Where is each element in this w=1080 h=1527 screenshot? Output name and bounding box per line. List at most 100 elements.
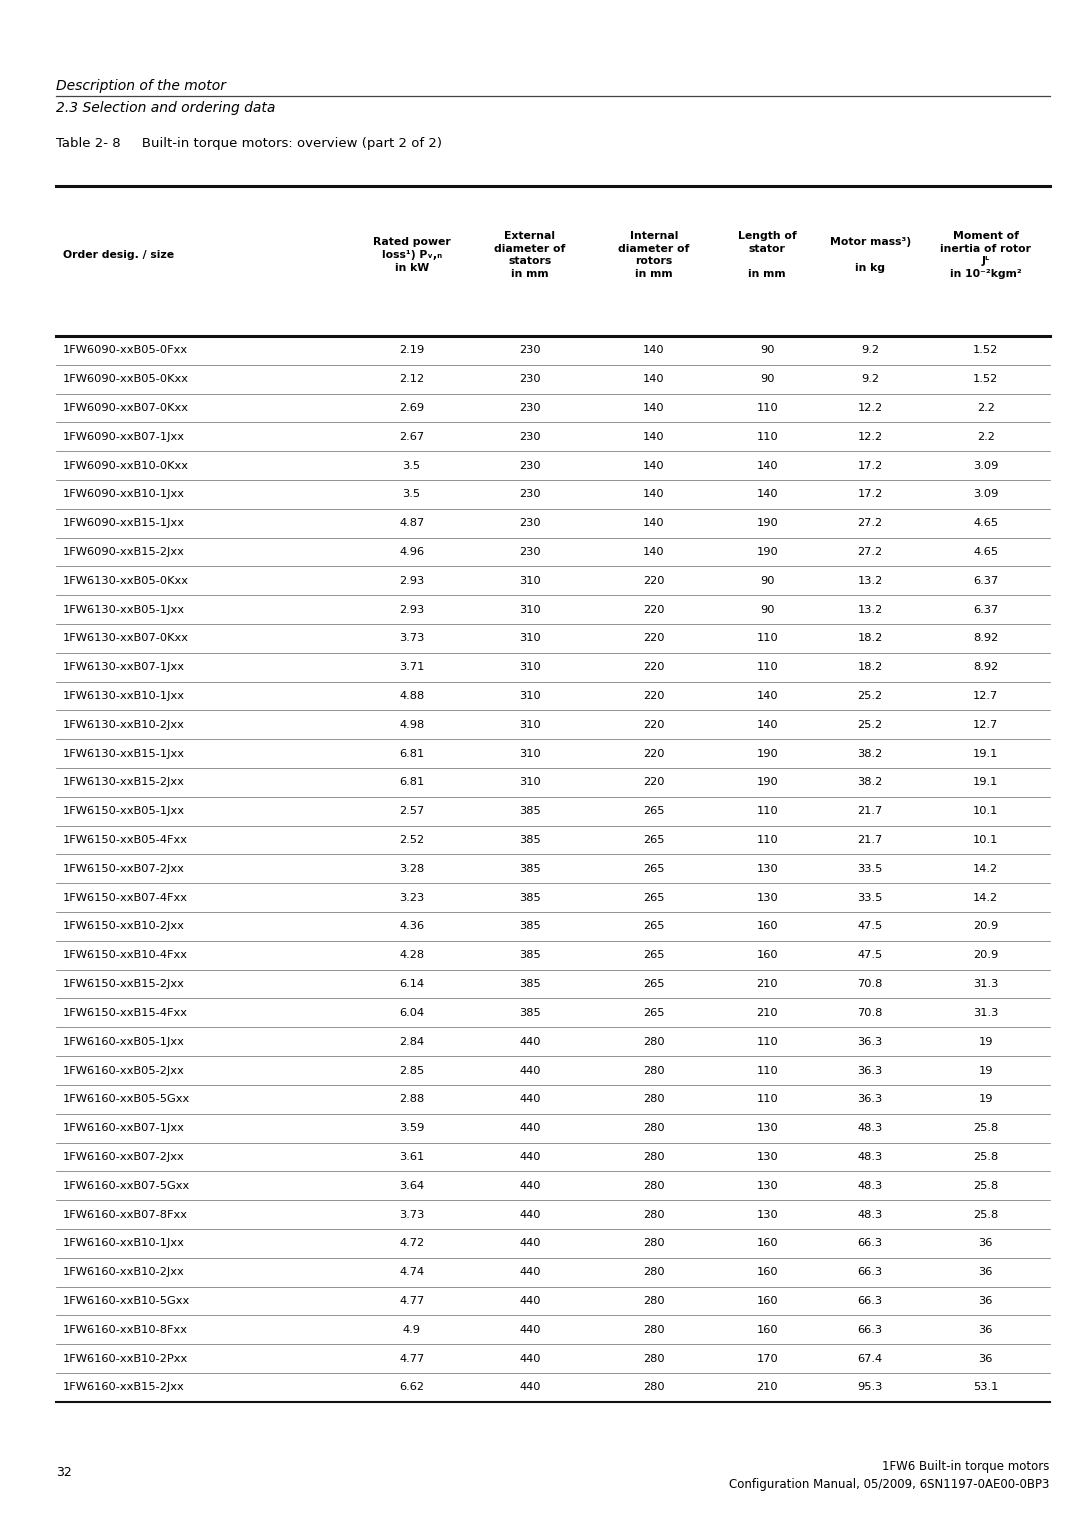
Text: 265: 265 [643, 864, 664, 873]
Text: 265: 265 [643, 835, 664, 844]
Text: 220: 220 [643, 748, 664, 759]
Text: 1FW6150-xxB05-4Fxx: 1FW6150-xxB05-4Fxx [63, 835, 188, 844]
Text: 1FW6090-xxB07-0Kxx: 1FW6090-xxB07-0Kxx [63, 403, 189, 412]
Text: Internal
diameter of
rotors
in mm: Internal diameter of rotors in mm [618, 231, 689, 279]
Text: 4.65: 4.65 [973, 547, 998, 557]
Text: 230: 230 [519, 461, 541, 470]
Text: 440: 440 [519, 1267, 541, 1277]
Text: 1FW6090-xxB10-1Jxx: 1FW6090-xxB10-1Jxx [63, 489, 185, 499]
Text: 385: 385 [519, 864, 541, 873]
Text: 1FW6160-xxB05-1Jxx: 1FW6160-xxB05-1Jxx [63, 1037, 185, 1046]
Text: 9.2: 9.2 [861, 345, 879, 356]
Text: 280: 280 [643, 1353, 664, 1364]
Text: 4.28: 4.28 [400, 950, 424, 960]
Text: 140: 140 [756, 489, 778, 499]
Text: 2.19: 2.19 [400, 345, 424, 356]
Text: 2.67: 2.67 [400, 432, 424, 441]
Text: 48.3: 48.3 [858, 1180, 882, 1191]
Text: 265: 265 [643, 950, 664, 960]
Text: 1FW6160-xxB07-8Fxx: 1FW6160-xxB07-8Fxx [63, 1209, 188, 1220]
Text: 310: 310 [519, 777, 541, 788]
Text: 1FW6160-xxB10-2Pxx: 1FW6160-xxB10-2Pxx [63, 1353, 188, 1364]
Text: 110: 110 [756, 663, 778, 672]
Text: 110: 110 [756, 1037, 778, 1046]
Text: 4.77: 4.77 [400, 1296, 424, 1306]
Text: 130: 130 [756, 864, 778, 873]
Text: 385: 385 [519, 950, 541, 960]
Text: 280: 280 [643, 1151, 664, 1162]
Text: 12.7: 12.7 [973, 719, 998, 730]
Text: 6.14: 6.14 [400, 979, 424, 989]
Text: 1.52: 1.52 [973, 374, 998, 385]
Text: 6.62: 6.62 [400, 1382, 424, 1393]
Text: 4.98: 4.98 [400, 719, 424, 730]
Text: 3.64: 3.64 [400, 1180, 424, 1191]
Text: 110: 110 [756, 432, 778, 441]
Text: 67.4: 67.4 [858, 1353, 882, 1364]
Text: 1FW6160-xxB05-2Jxx: 1FW6160-xxB05-2Jxx [63, 1066, 185, 1075]
Text: 140: 140 [643, 518, 664, 528]
Text: 230: 230 [519, 345, 541, 356]
Text: 1FW6150-xxB10-4Fxx: 1FW6150-xxB10-4Fxx [63, 950, 188, 960]
Text: 1FW6090-xxB05-0Kxx: 1FW6090-xxB05-0Kxx [63, 374, 189, 385]
Text: 4.77: 4.77 [400, 1353, 424, 1364]
Text: 25.2: 25.2 [858, 719, 882, 730]
Text: 160: 160 [756, 1238, 778, 1249]
Text: 90: 90 [760, 576, 774, 586]
Text: 310: 310 [519, 748, 541, 759]
Text: 310: 310 [519, 605, 541, 614]
Text: 1FW6090-xxB05-0Fxx: 1FW6090-xxB05-0Fxx [63, 345, 188, 356]
Text: 440: 440 [519, 1209, 541, 1220]
Text: 160: 160 [756, 1296, 778, 1306]
Text: 280: 280 [643, 1095, 664, 1104]
Text: 130: 130 [756, 1151, 778, 1162]
Text: 3.59: 3.59 [399, 1124, 424, 1133]
Text: 440: 440 [519, 1296, 541, 1306]
Text: 3.73: 3.73 [399, 1209, 424, 1220]
Text: 1FW6130-xxB15-1Jxx: 1FW6130-xxB15-1Jxx [63, 748, 185, 759]
Text: 18.2: 18.2 [858, 634, 882, 643]
Text: 280: 280 [643, 1209, 664, 1220]
Text: 310: 310 [519, 576, 541, 586]
Text: 140: 140 [643, 374, 664, 385]
Text: 440: 440 [519, 1124, 541, 1133]
Text: 190: 190 [756, 777, 778, 788]
Text: Rated power
loss¹) Pᵥ,ₙ
in kW: Rated power loss¹) Pᵥ,ₙ in kW [373, 237, 450, 273]
Text: Motor mass³)

in kg: Motor mass³) in kg [829, 237, 910, 273]
Text: 33.5: 33.5 [858, 864, 882, 873]
Text: 10.1: 10.1 [973, 835, 998, 844]
Text: 140: 140 [643, 432, 664, 441]
Text: 32: 32 [56, 1466, 72, 1480]
Text: 36: 36 [978, 1325, 993, 1335]
Text: 280: 280 [643, 1180, 664, 1191]
Text: Description of the motor: Description of the motor [56, 79, 226, 93]
Text: 210: 210 [756, 1382, 778, 1393]
Text: 310: 310 [519, 663, 541, 672]
Text: 140: 140 [643, 461, 664, 470]
Text: 130: 130 [756, 893, 778, 902]
Text: 1FW6150-xxB15-4Fxx: 1FW6150-xxB15-4Fxx [63, 1008, 188, 1019]
Text: 1FW6160-xxB07-5Gxx: 1FW6160-xxB07-5Gxx [63, 1180, 190, 1191]
Text: 280: 280 [643, 1066, 664, 1075]
Text: 3.28: 3.28 [400, 864, 424, 873]
Text: 1FW6160-xxB10-2Jxx: 1FW6160-xxB10-2Jxx [63, 1267, 185, 1277]
Text: 280: 280 [643, 1325, 664, 1335]
Text: 170: 170 [756, 1353, 778, 1364]
Text: 1FW6130-xxB07-1Jxx: 1FW6130-xxB07-1Jxx [63, 663, 185, 672]
Text: 310: 310 [519, 719, 541, 730]
Text: 140: 140 [643, 345, 664, 356]
Text: 280: 280 [643, 1124, 664, 1133]
Text: External
diameter of
stators
in mm: External diameter of stators in mm [495, 231, 566, 279]
Text: 33.5: 33.5 [858, 893, 882, 902]
Text: 110: 110 [756, 403, 778, 412]
Text: 48.3: 48.3 [858, 1124, 882, 1133]
Text: 19: 19 [978, 1037, 993, 1046]
Text: 265: 265 [643, 893, 664, 902]
Text: 27.2: 27.2 [858, 547, 882, 557]
Text: 13.2: 13.2 [858, 576, 882, 586]
Text: 310: 310 [519, 634, 541, 643]
Text: 38.2: 38.2 [858, 748, 882, 759]
Text: 66.3: 66.3 [858, 1325, 882, 1335]
Text: Length of
stator

in mm: Length of stator in mm [738, 231, 797, 279]
Text: 140: 140 [756, 461, 778, 470]
